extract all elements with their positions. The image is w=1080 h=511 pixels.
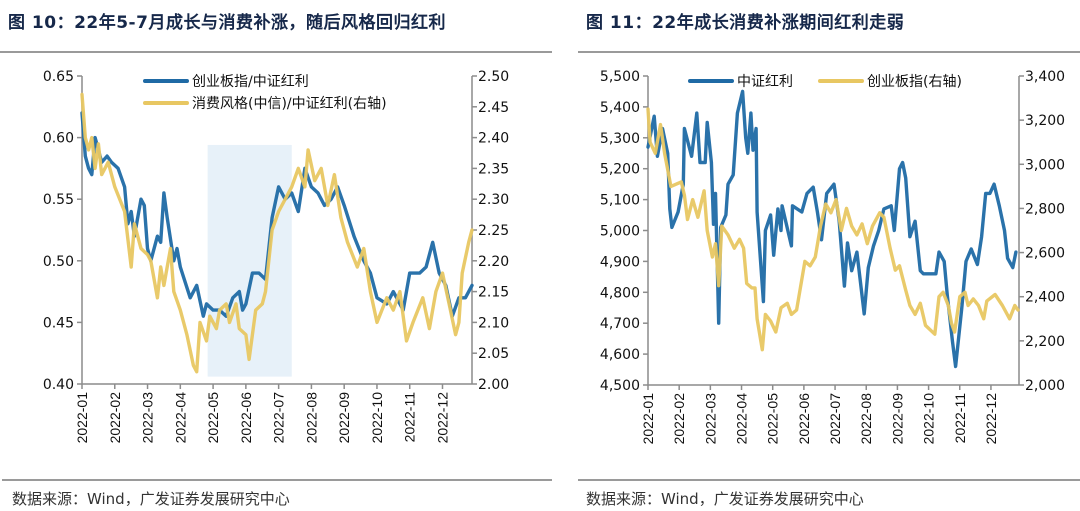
y-tick-label-left: 5,200 — [600, 162, 640, 178]
source-note-right: 数据来源：Wind，广发证券发展研究中心 — [586, 490, 864, 508]
x-tick-label: 2022-01 — [640, 393, 656, 445]
chart-right: 4,500 4,600 4,700 4,800 4,900 5,000 5,100 5,200… — [600, 69, 1065, 444]
chart-title-left: 图 10：22年5-7月成长与消费补涨，随后风格回归红利 — [8, 13, 446, 33]
x-tick-label: 2022-01 — [74, 392, 90, 444]
legend-label: 创业板指(右轴) — [867, 74, 962, 90]
x-tick-label: 2022-12 — [983, 393, 999, 445]
y-tick-label-left: 5,500 — [600, 69, 640, 85]
x-tick-label: 2022-05 — [205, 392, 221, 444]
x-tick-label: 2022-12 — [435, 392, 451, 444]
y-tick-label-left: 4,700 — [600, 316, 640, 332]
x-tick-label: 2022-03 — [140, 392, 156, 444]
x-tick-label: 2022-03 — [702, 393, 718, 445]
x-tick-label: 2022-10 — [921, 393, 937, 445]
y-tick-label-left: 4,800 — [600, 285, 640, 301]
y-tick-label-right: 3,000 — [1025, 157, 1065, 173]
y-tick-label-right: 2,000 — [1025, 378, 1065, 394]
y-tick-label-right: 2,400 — [1025, 290, 1065, 306]
y-tick-label-right: 3,200 — [1025, 113, 1065, 129]
source-divider-right — [578, 479, 1080, 481]
x-tick-label: 2022-04 — [172, 392, 188, 444]
y-tick-label-right: 2,200 — [1025, 334, 1065, 350]
title-divider-left — [0, 51, 552, 53]
x-tick-label: 2022-11 — [952, 393, 968, 444]
y-tick-label-right: 2,800 — [1025, 201, 1065, 217]
series-line-left-axis — [646, 89, 1018, 369]
y-tick-label-left: 0.60 — [43, 131, 74, 147]
y-tick-label-right: 2.35 — [478, 161, 509, 177]
x-tick-label: 2022-08 — [303, 392, 319, 444]
source-note-left: 数据来源：Wind，广发证券发展研究中心 — [12, 490, 290, 508]
x-tick-label: 2022-11 — [402, 392, 418, 443]
y-tick-label-right: 2.25 — [478, 223, 509, 239]
y-tick-label-left: 4,500 — [600, 378, 640, 394]
y-tick-label-right: 2.15 — [478, 285, 509, 301]
y-tick-label-left: 4,600 — [600, 347, 640, 363]
x-tick-label: 2022-02 — [107, 392, 123, 444]
x-tick-label: 2022-06 — [238, 392, 254, 444]
y-tick-label-left: 0.50 — [43, 254, 74, 270]
title-divider-right — [578, 51, 1080, 53]
y-tick-label-right: 2.45 — [478, 100, 509, 116]
x-tick-label: 2022-08 — [858, 393, 874, 445]
y-tick-label-right: 2.20 — [478, 254, 509, 270]
legend-label: 消费风格(中信)/中证红利(右轴) — [192, 96, 387, 112]
y-tick-label-right: 2,600 — [1025, 246, 1065, 262]
x-tick-label: 2022-07 — [827, 393, 843, 445]
series-line-right-axis — [80, 92, 474, 374]
x-tick-label: 2022-10 — [369, 392, 385, 444]
y-tick-label-right: 2.00 — [478, 377, 509, 393]
x-tick-label: 2022-04 — [734, 393, 750, 445]
x-tick-label: 2022-02 — [671, 393, 687, 445]
x-tick-label: 2022-05 — [765, 393, 781, 445]
y-tick-label-left: 5,100 — [600, 193, 640, 209]
chart-left: 0.40 0.45 0.50 0.55 0.60 0.65 2.00 2.05 2.10 2.15… — [43, 69, 509, 443]
highlight-band — [207, 144, 292, 377]
y-tick-label-left: 0.55 — [43, 192, 74, 208]
y-tick-label-left: 5,300 — [600, 131, 640, 147]
y-tick-label-left: 0.40 — [43, 377, 74, 393]
x-tick-label: 2022-07 — [271, 392, 287, 444]
source-divider-left — [2, 479, 552, 481]
series-line-right-axis — [646, 107, 1020, 352]
y-tick-label-left: 0.65 — [43, 69, 74, 85]
chart-title-right: 图 11：22年成长消费补涨期间红利走弱 — [586, 13, 905, 33]
legend-label: 创业板指/中证红利 — [192, 74, 309, 90]
x-tick-label: 2022-09 — [889, 393, 905, 445]
y-tick-label-left: 5,400 — [600, 100, 640, 116]
y-tick-label-right: 2.30 — [478, 192, 509, 208]
y-tick-label-left: 0.45 — [43, 315, 74, 331]
y-tick-label-right: 2.50 — [478, 69, 509, 85]
y-tick-label-left: 4,900 — [600, 254, 640, 270]
y-tick-label-left: 5,000 — [600, 224, 640, 240]
y-tick-label-right: 2.05 — [478, 346, 509, 362]
legend-label: 中证红利 — [737, 74, 793, 90]
y-tick-label-right: 2.40 — [478, 131, 509, 147]
series-line-left-axis — [80, 111, 474, 318]
y-tick-label-right: 2.10 — [478, 315, 509, 331]
y-tick-label-right: 3,400 — [1025, 69, 1065, 85]
x-tick-label: 2022-09 — [336, 392, 352, 444]
x-tick-label: 2022-06 — [796, 393, 812, 445]
